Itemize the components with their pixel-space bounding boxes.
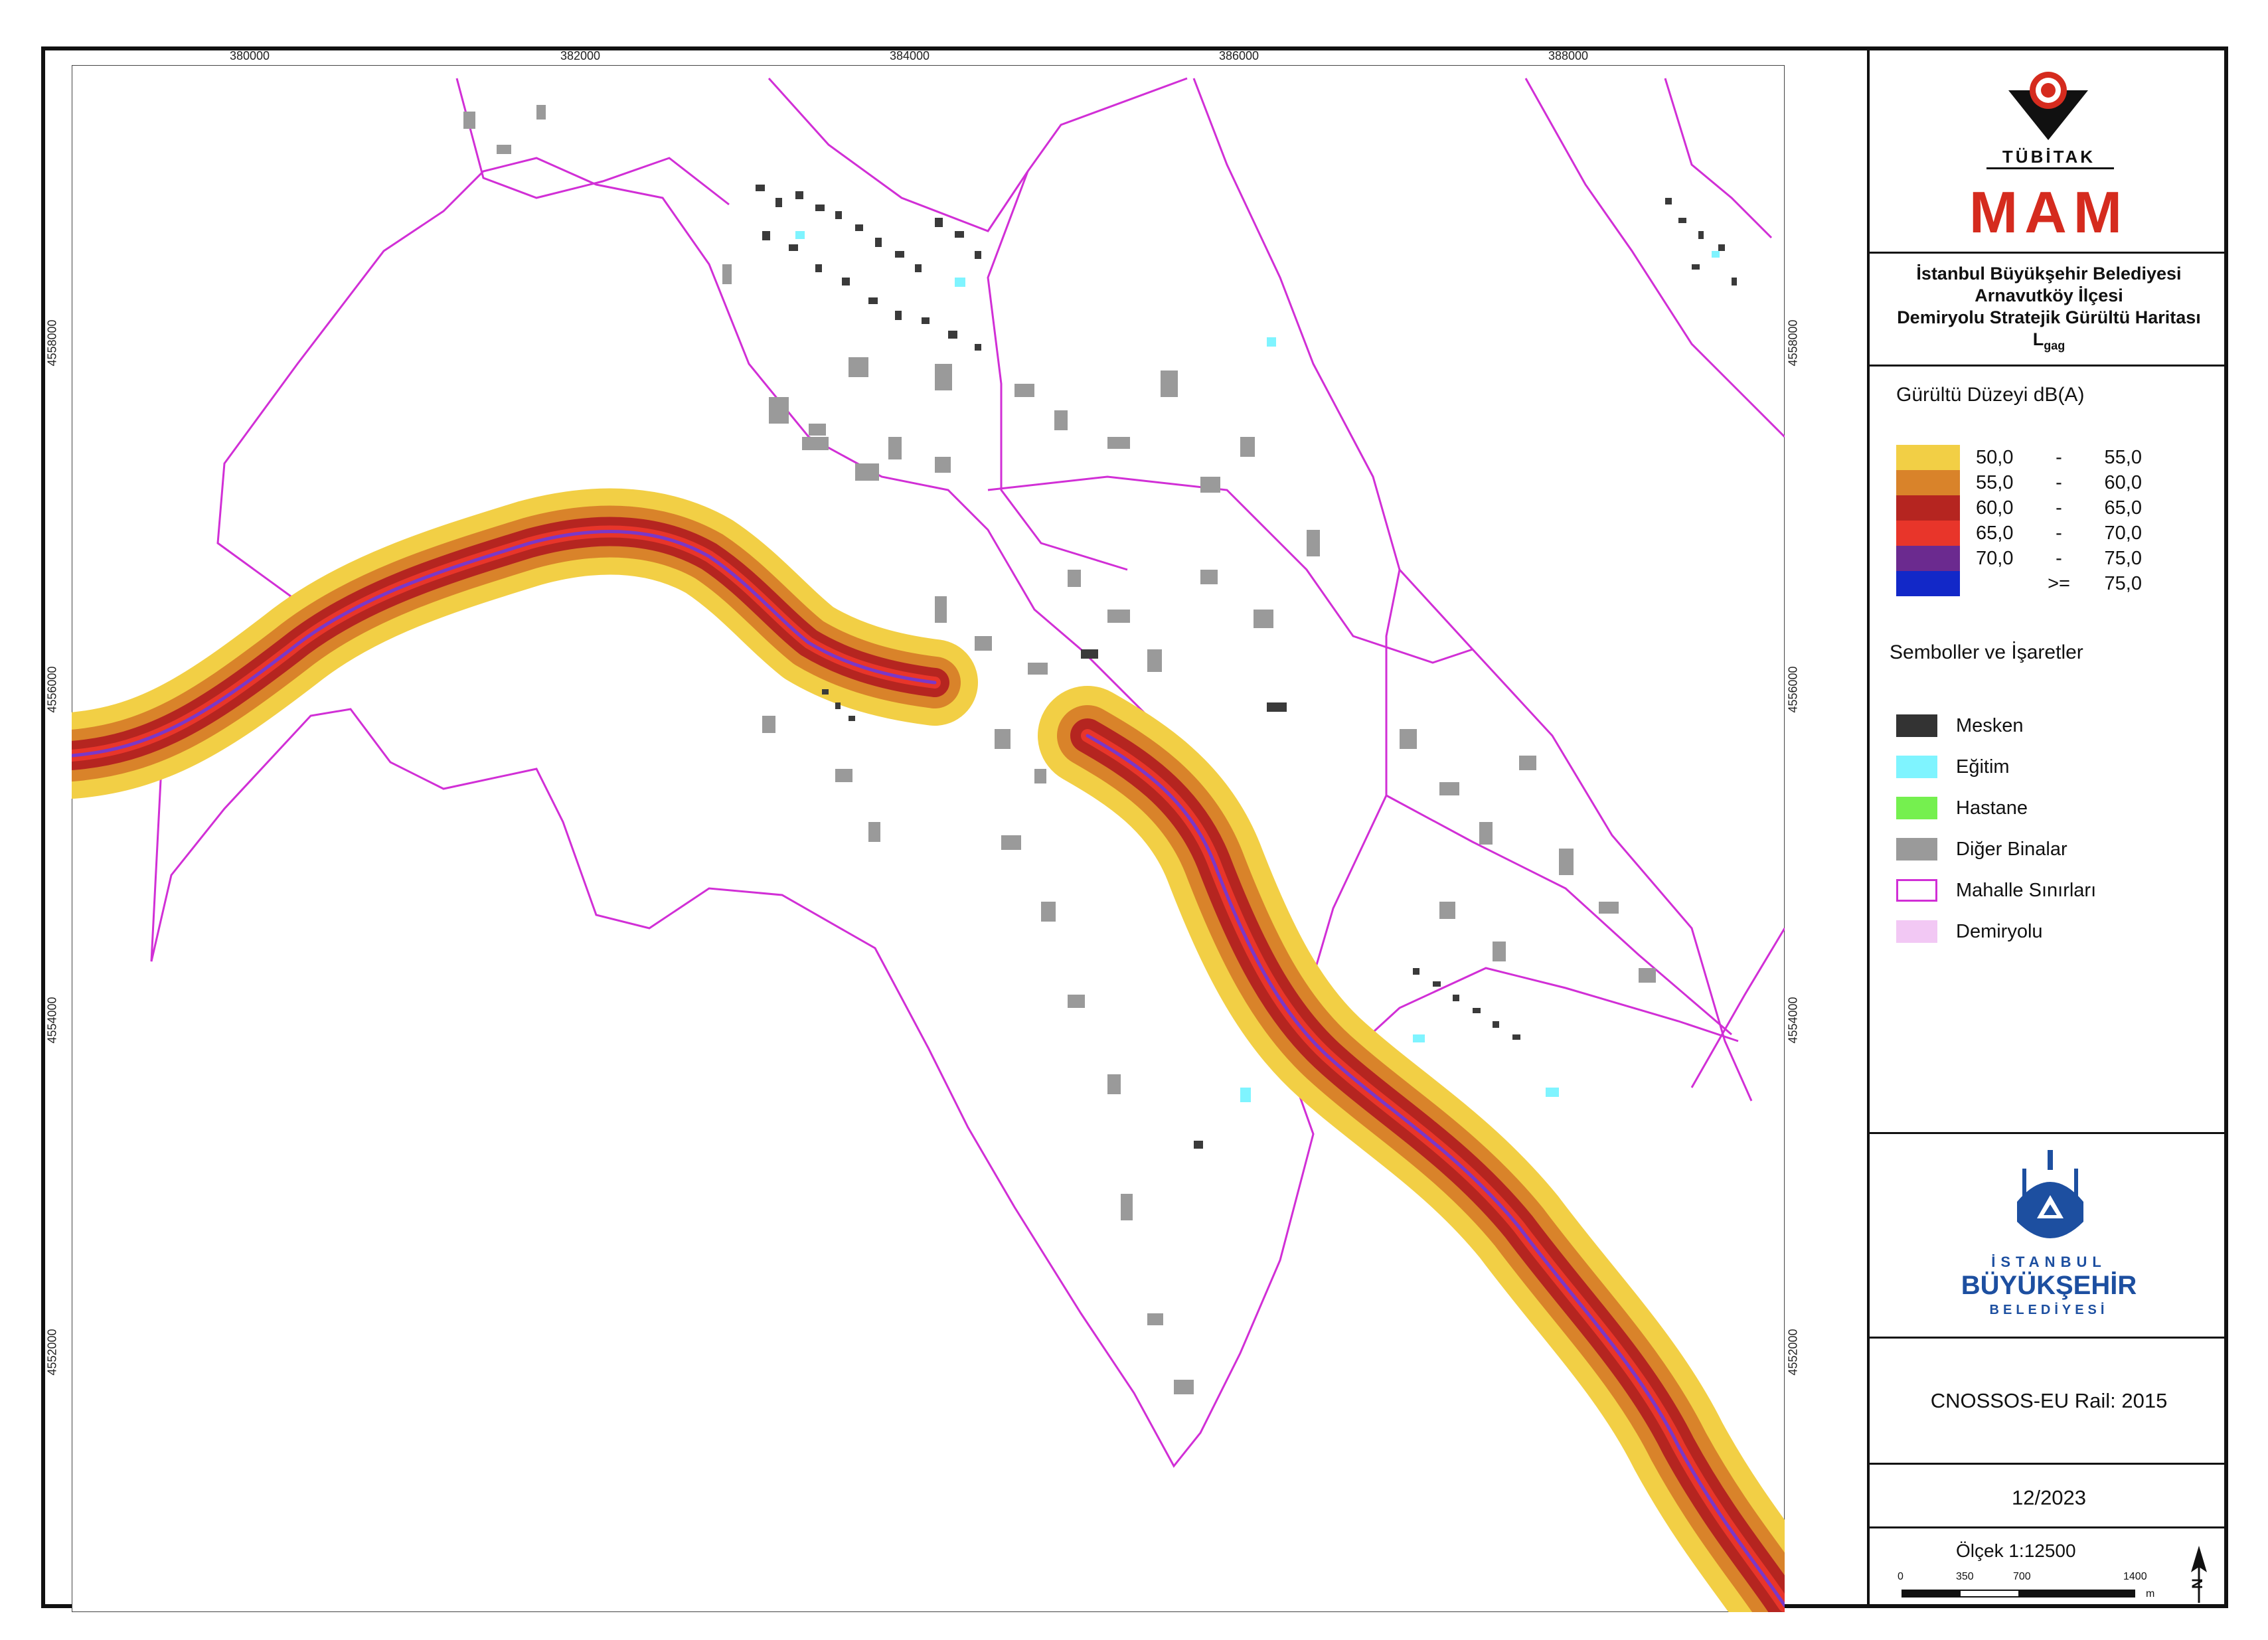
noise-class-row: 60,0-65,0 — [1896, 495, 2142, 521]
y-tick-left: 4558000 — [45, 319, 59, 367]
tubitak-brand: TÜBİTAK — [2002, 147, 2096, 167]
title-section: İstanbul Büyükşehir Belediyesi Arnavutkö… — [1870, 254, 2228, 367]
date-label: 12/2023 — [2011, 1486, 2087, 1509]
buildings-education — [795, 231, 1720, 1102]
demiryolu-swatch — [1896, 920, 1937, 943]
x-tick-top: 386000 — [1219, 49, 1259, 62]
title-line-3: Demiryolu Stratejik Gürültü Haritası — [1897, 307, 2201, 327]
scale-section: Ölçek 1:12500 0 350 700 1400 m N — [1870, 1528, 2228, 1608]
symbols-heading: Semboller ve İşaretler — [1890, 641, 2083, 663]
hastane-swatch — [1896, 797, 1937, 819]
date-section: 12/2023 — [1870, 1465, 2228, 1528]
symbol-row: Mahalle Sınırları — [1896, 878, 2096, 903]
diger-binalar-swatch — [1896, 838, 1937, 861]
scale-tick-0: 0 — [1898, 1571, 1903, 1582]
tubitak-logo-icon — [2005, 64, 2091, 143]
scale-unit: m — [2146, 1588, 2155, 1599]
symbol-row: Demiryolu — [1896, 919, 2043, 944]
legend-section: Gürültü Düzeyi dB(A) 50,0-55,0 55,0-60,0… — [1870, 367, 2228, 1134]
buildings-residential — [756, 185, 1737, 1149]
symbol-row: Mesken — [1896, 713, 2024, 738]
y-tick-right: 4554000 — [1786, 997, 1800, 1044]
x-tick-top: 382000 — [560, 49, 601, 62]
scale-tick-3: 1400 — [2123, 1571, 2147, 1582]
ibb-logo-icon — [2010, 1149, 2090, 1248]
y-tick-left: 4554000 — [45, 997, 59, 1044]
tubitak-underline — [1986, 167, 2114, 169]
mahalle-siniri-swatch — [1896, 879, 1937, 902]
title-line-1: İstanbul Büyükşehir Belediyesi — [1916, 264, 2182, 284]
noise-class-swatch — [1896, 546, 1960, 571]
logo-section-bottom: İSTANBUL BÜYÜKŞEHİR BELEDİYESİ — [1870, 1134, 2228, 1339]
neighbourhood-boundaries — [150, 77, 1785, 1468]
noise-class-swatch — [1896, 571, 1960, 596]
scale-tick-2: 700 — [2013, 1571, 2031, 1582]
map-frame: 380000 382000 384000 386000 388000 38000… — [41, 46, 2228, 1612]
y-tick-left: 4556000 — [45, 666, 59, 713]
noise-class-row: 70,0-75,0 — [1896, 546, 2142, 571]
ibb-line-2: BÜYÜKŞEHİR — [1961, 1271, 2137, 1300]
north-arrow-icon — [2186, 1546, 2212, 1605]
logo-section-top: TÜBİTAK MAM — [1870, 50, 2228, 254]
y-tick-right: 4556000 — [1786, 666, 1800, 713]
north-label: N — [2188, 1578, 2206, 1589]
x-tick-top: 384000 — [890, 49, 930, 62]
model-label: CNOSSOS-EU Rail: 2015 — [1930, 1389, 2168, 1412]
noise-map-svg — [72, 65, 1785, 1612]
model-section: CNOSSOS-EU Rail: 2015 — [1870, 1339, 2228, 1465]
symbol-row: Hastane — [1896, 795, 2028, 821]
scale-label: Ölçek 1:12500 — [1956, 1540, 2076, 1561]
noise-class-row: 65,0-70,0 — [1896, 521, 2142, 546]
ibb-line-1: İSTANBUL — [1991, 1254, 2107, 1270]
noise-class-swatch — [1896, 521, 1960, 546]
scale-tick-1: 350 — [1956, 1571, 1974, 1582]
x-tick-top: 380000 — [230, 49, 270, 62]
mam-logo: MAM — [1969, 179, 2129, 245]
y-tick-right: 4558000 — [1786, 319, 1800, 367]
x-tick-top: 388000 — [1548, 49, 1589, 62]
noise-class-row: 50,0-55,0 — [1896, 445, 2142, 470]
legend-panel: TÜBİTAK MAM İstanbul Büyükşehir Belediye… — [1867, 50, 2228, 1608]
noise-class-row: 55,0-60,0 — [1896, 470, 2142, 495]
noise-bands-west — [72, 488, 978, 799]
y-tick-right: 4552000 — [1786, 1329, 1800, 1376]
buildings-other — [463, 105, 1656, 1394]
noise-map[interactable] — [72, 65, 1785, 1612]
noise-legend-heading: Gürültü Düzeyi dB(A) — [1896, 384, 2085, 406]
symbol-row: Diğer Binalar — [1896, 837, 2067, 862]
egitim-swatch — [1896, 756, 1937, 778]
symbol-row: Eğitim — [1896, 754, 2010, 779]
ibb-line-3: BELEDİYESİ — [1989, 1303, 2109, 1317]
noise-class-swatch — [1896, 495, 1960, 521]
noise-bands-east — [1038, 686, 1785, 1612]
title-line-4: Lgag — [2032, 329, 2066, 353]
title-line-2: Arnavutköy İlçesi — [1975, 286, 2123, 305]
noise-class-row: >= 75,0 — [1896, 571, 2142, 596]
noise-class-swatch — [1896, 470, 1960, 495]
mesken-swatch — [1896, 714, 1937, 737]
noise-class-swatch — [1896, 445, 1960, 470]
scale-bar — [1902, 1590, 2135, 1598]
y-tick-left: 4552000 — [45, 1329, 59, 1376]
